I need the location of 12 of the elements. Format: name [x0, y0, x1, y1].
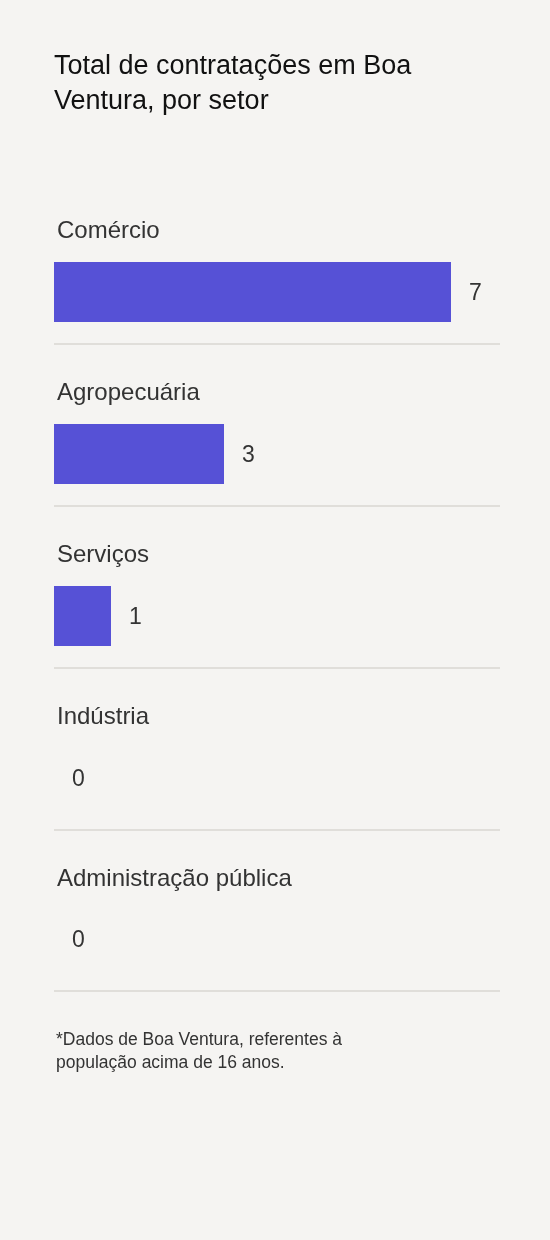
- y-tick-label: Administração pública: [57, 863, 293, 891]
- data-label: 3: [242, 441, 255, 467]
- data-label: 1: [129, 603, 142, 629]
- text: *Dados de Boa Ventura, referentes à população acima de 16 anos.: [56, 1029, 343, 1072]
- y-tick-label: Comércio: [57, 216, 160, 244]
- y-tick-label: Agropecuária: [57, 378, 201, 406]
- data-label: 0: [72, 765, 85, 791]
- data-label: 7: [469, 279, 482, 305]
- data-label: 0: [72, 926, 85, 952]
- chart-title: Total de contratações em Boa Ventura, por setor: [54, 50, 413, 116]
- y-tick-label: Serviços: [57, 540, 150, 568]
- y-tick-label: Indústria: [57, 702, 150, 730]
